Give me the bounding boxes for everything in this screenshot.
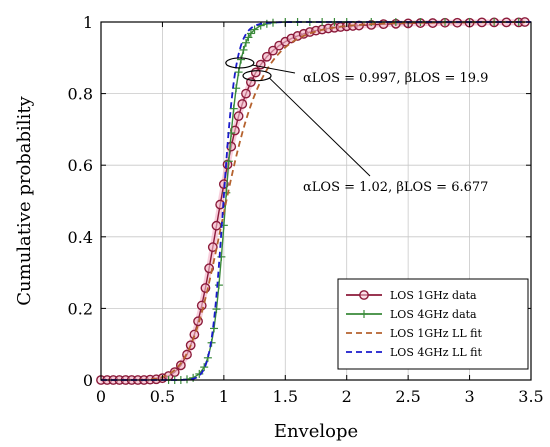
- annotation-text: αLOS = 1.02, βLOS = 6.677: [303, 180, 488, 195]
- x-tick-labels: 0 0.5 1 1.5 2 2.5 3 3.5: [96, 22, 544, 406]
- data-point: [261, 51, 272, 62]
- y-tick-label: 0.6: [68, 156, 93, 175]
- x-tick-label: 3.5: [518, 387, 543, 406]
- data-point: [200, 363, 209, 372]
- data-point: [239, 45, 248, 54]
- annotation-ellipse: [225, 57, 255, 69]
- x-tick-label: 1: [219, 387, 229, 406]
- y-tick-label: 0.8: [68, 85, 93, 104]
- y-tick-labels: 0 0.2 0.4 0.6 0.8 1: [68, 13, 531, 390]
- annotation-leader: [268, 77, 371, 177]
- data-point: [237, 55, 246, 64]
- data-point: [237, 99, 248, 109]
- data-point: [234, 68, 243, 77]
- y-tick-label: 0: [83, 371, 93, 390]
- data-point: [175, 360, 186, 371]
- data-point: [268, 45, 278, 56]
- x-axis-label: Envelope: [274, 421, 358, 442]
- y-axis-label: Cumulative probability: [14, 95, 35, 305]
- y-tick-label: 1: [83, 13, 93, 32]
- y-tick-label: 0.2: [68, 299, 93, 318]
- data-point: [214, 281, 223, 290]
- data-point: [229, 104, 238, 113]
- data-point: [241, 88, 251, 99]
- x-tick-label: 2.5: [395, 387, 420, 406]
- legend-item: LOS 1GHz data: [346, 289, 477, 302]
- annotation-text: αLOS = 0.997, βLOS = 19.9: [303, 71, 488, 86]
- data-point: [359, 290, 369, 300]
- data-point: [360, 310, 368, 318]
- x-tick-label: 3: [464, 387, 474, 406]
- data-point: [193, 316, 203, 327]
- data-point: [211, 220, 222, 231]
- legend-item: LOS 4GHz data: [346, 308, 477, 321]
- data-point: [250, 67, 261, 78]
- legend-label: LOS 4GHz data: [390, 308, 477, 321]
- x-tick-label: 0: [96, 387, 106, 406]
- data-point: [189, 329, 200, 340]
- x-tick-label: 0.5: [150, 387, 175, 406]
- data-point: [241, 38, 250, 47]
- annotation-leader: [251, 64, 296, 74]
- data-point: [212, 305, 221, 314]
- x-tick-label: 1.5: [273, 387, 298, 406]
- x-tick-label: 2: [342, 387, 352, 406]
- annotation-ellipse: [242, 70, 272, 82]
- data-point: [224, 157, 233, 166]
- y-tick-label: 0.4: [68, 228, 93, 247]
- data-point: [246, 29, 255, 38]
- legend-item: LOS 4GHz LL fit: [346, 346, 482, 359]
- data-point: [262, 19, 271, 28]
- legend-label: LOS 1GHz data: [390, 289, 477, 302]
- legend-label: LOS 4GHz LL fit: [390, 346, 482, 359]
- data-point: [207, 242, 218, 253]
- data-point: [250, 25, 259, 34]
- annotations: αLOS = 0.997, βLOS = 19.9 αLOS = 1.02, βL…: [225, 57, 488, 195]
- legend-box: [337, 278, 529, 370]
- legend-item: LOS 1GHz LL fit: [346, 327, 482, 340]
- data-point: [233, 111, 244, 122]
- legend-label: LOS 1GHz LL fit: [390, 327, 482, 340]
- legend: LOS 1GHz data LOS 4GHz data LOS 1GHz LL fi…: [337, 278, 529, 370]
- plot-frame: [100, 21, 532, 381]
- data-point: [256, 21, 265, 30]
